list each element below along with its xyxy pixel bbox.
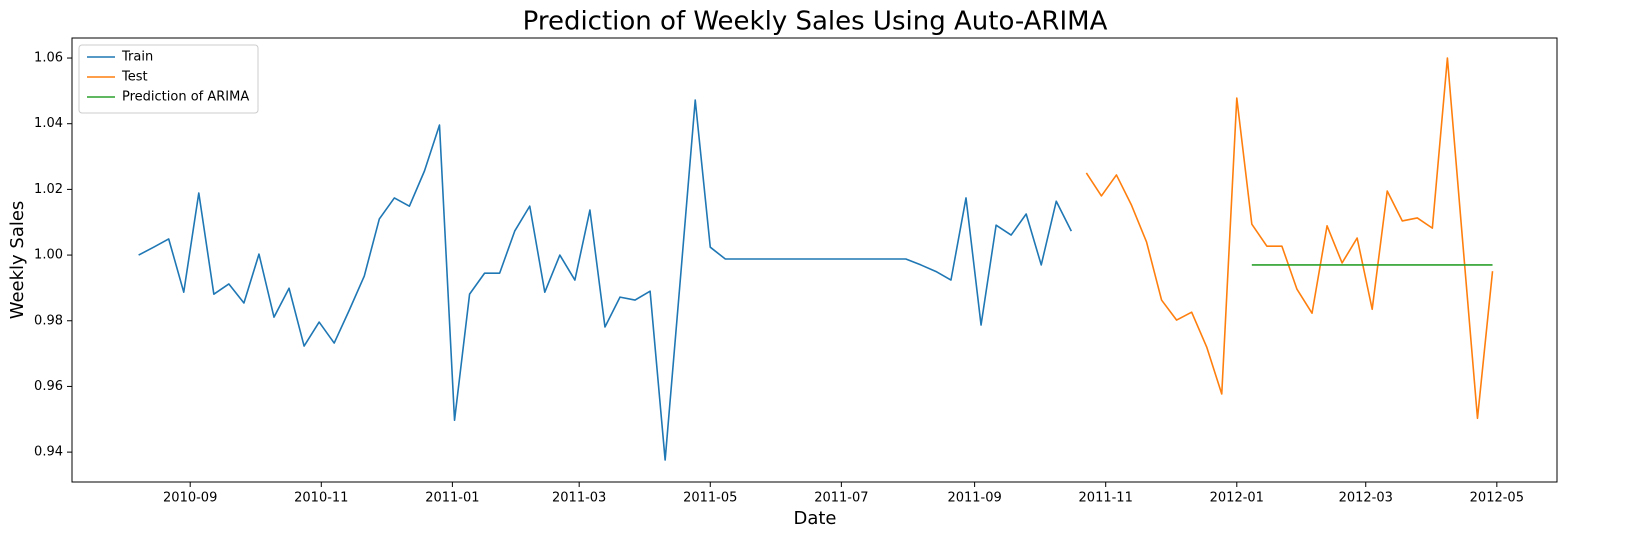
- x-tick-label: 2012-03: [1339, 491, 1393, 506]
- x-tick-label: 2011-09: [947, 491, 1001, 506]
- x-tick-label: 2011-05: [683, 491, 737, 506]
- legend-label: Prediction of ARIMA: [122, 90, 249, 105]
- legend: Train Test Prediction of ARIMA: [78, 44, 259, 114]
- series-line: [138, 99, 1073, 461]
- y-tick-label: 0.96: [34, 379, 63, 394]
- series-line: [1085, 57, 1494, 420]
- x-tick-label: 2011-07: [814, 491, 868, 506]
- y-tick-label: 1.04: [34, 116, 63, 131]
- x-tick-label: 2012-05: [1470, 491, 1524, 506]
- x-tick-label: 2012-01: [1210, 491, 1264, 506]
- x-tick-label: 2011-11: [1079, 491, 1133, 506]
- y-tick-label: 1.02: [34, 182, 63, 197]
- legend-label: Test: [121, 70, 148, 85]
- x-axis-label: Date: [793, 508, 836, 529]
- chart-title: Prediction of Weekly Sales Using Auto-AR…: [523, 7, 1108, 37]
- x-tick-label: 2011-01: [425, 491, 479, 506]
- y-tick-label: 0.94: [34, 445, 63, 460]
- x-tick-label: 2010-11: [294, 491, 348, 506]
- y-tick-label: 1.00: [34, 248, 63, 263]
- legend-box: [78, 44, 259, 114]
- plot-frame: [71, 37, 1558, 483]
- y-tick-label: 1.06: [34, 51, 63, 66]
- y-tick-label: 0.98: [34, 313, 63, 328]
- x-tick-label: 2010-09: [163, 491, 217, 506]
- legend-label: Train: [121, 50, 153, 65]
- y-axis-label: Weekly Sales: [7, 201, 28, 320]
- x-tick-label: 2011-03: [552, 491, 606, 506]
